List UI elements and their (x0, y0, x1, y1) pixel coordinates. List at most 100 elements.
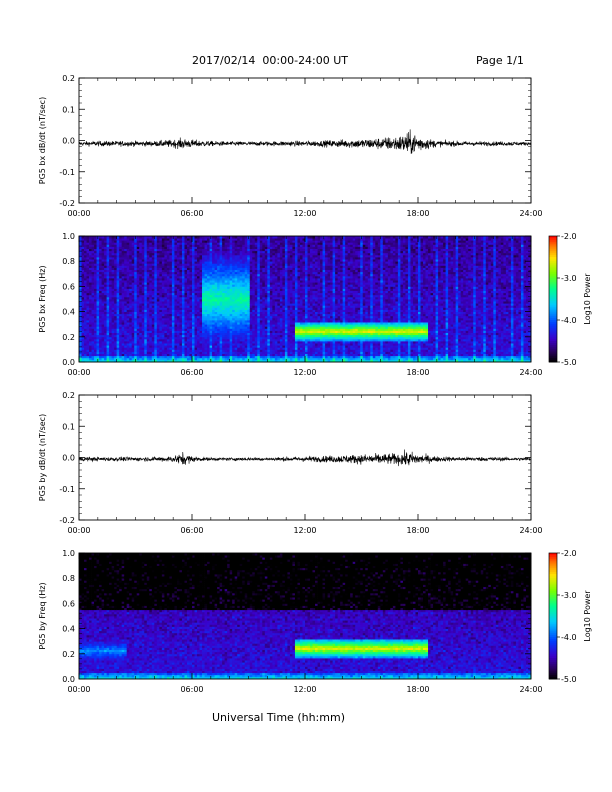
colorbar-cell (549, 622, 557, 625)
x-tick-label: 12:00 (293, 368, 316, 377)
colorbar-cell (549, 240, 557, 243)
colorbar-cell (549, 590, 557, 594)
colorbar-cell (549, 569, 557, 573)
colorbar-cell (549, 655, 557, 659)
colorbar-cell (549, 271, 557, 275)
y-tick-label: 0.0 (62, 454, 75, 463)
colorbar-cell (549, 353, 557, 357)
page-number: Page 1/1 (476, 54, 524, 67)
colorbar-cell (549, 601, 557, 604)
y-tick-label: 1.0 (62, 549, 75, 558)
colorbar-cell (549, 301, 557, 304)
colorbar-cell (549, 599, 557, 602)
colorbar-cell (549, 275, 557, 279)
colorbar-cell (549, 263, 557, 266)
colorbar-cell (549, 250, 557, 254)
y-tick-label: -0.2 (59, 199, 75, 208)
colorbar-cell (549, 603, 557, 606)
colorbar-cell (549, 351, 557, 355)
colorbar-tick-label: -3.0 (561, 591, 577, 600)
colorbar-tick-label: -4.0 (561, 316, 577, 325)
plot-frame (78, 77, 532, 204)
colorbar-cell (549, 334, 557, 338)
colorbar-cell (549, 357, 557, 361)
colorbar-cell (549, 578, 557, 581)
x-tick-label: 00:00 (67, 368, 90, 377)
colorbar-cell (549, 559, 557, 562)
colorbar-cell (549, 296, 557, 300)
x-tick-label: 24:00 (519, 685, 542, 694)
x-axis-title: Universal Time (hh:mm) (212, 711, 345, 724)
colorbar-cell (549, 574, 557, 577)
y-tick-label: 0.0 (62, 137, 75, 146)
colorbar-label: Log10 Power (583, 273, 592, 325)
colorbar-cell (549, 626, 557, 630)
colorbar-cell (549, 620, 557, 623)
colorbar-cell (549, 278, 557, 281)
colorbar-cell (549, 254, 557, 258)
spectrogram-panel: -2.0 -3.0 -4.0 -5.0 Log10 Power 00:00 06:00 12:… (38, 232, 592, 377)
colorbar-cell (549, 588, 557, 592)
y-tick-label: 0.0 (62, 358, 75, 367)
x-tick-label: 24:00 (519, 526, 542, 535)
colorbar-cell (549, 330, 557, 334)
x-tick-label: 06:00 (180, 209, 203, 218)
y-axis-label: PG5 by dB/dt (nT/sec) (38, 414, 47, 501)
colorbar-cell (549, 630, 557, 634)
signal-trace (78, 449, 532, 467)
colorbar-cell (549, 662, 557, 665)
colorbar-cell (549, 343, 557, 346)
colorbar-cell (549, 676, 557, 680)
colorbar-cell (549, 261, 557, 264)
colorbar-cell (549, 282, 557, 285)
colorbar-cell (549, 553, 557, 556)
colorbar-cell (549, 267, 557, 271)
colorbar-cell (549, 349, 557, 352)
spectrogram-cells (79, 236, 532, 363)
colorbar-cell (549, 611, 557, 615)
colorbar-cell (549, 341, 557, 344)
colorbar-cell (549, 576, 557, 579)
colorbar-cell (549, 347, 557, 350)
y-tick-label: 1.0 (62, 232, 75, 241)
y-tick-label: 0.1 (62, 105, 75, 114)
colorbar-cell (549, 336, 557, 340)
colorbar-cell (549, 582, 557, 585)
y-tick-label: 0.8 (62, 574, 75, 583)
colorbar-tick-label: -3.0 (561, 274, 577, 283)
x-tick-label: 24:00 (519, 368, 542, 377)
plot-frame (78, 394, 532, 521)
spectrogram-cells (79, 553, 532, 680)
colorbar-cell (549, 561, 557, 564)
y-tick-label: 0.6 (62, 599, 75, 608)
colorbar-cell (549, 613, 557, 617)
colorbar-cell (549, 632, 557, 636)
colorbar-cell (549, 286, 557, 289)
colorbar-cell (549, 641, 557, 644)
colorbar-cell (549, 634, 557, 638)
colorbar-cell (549, 309, 557, 313)
y-axis-label: PG5 bx dB/dt (nT/sec) (38, 97, 47, 184)
colorbar-cell (549, 639, 557, 642)
y-tick-label: 0.4 (62, 308, 75, 317)
colorbar-cell (549, 324, 557, 327)
colorbar-cell (549, 317, 557, 321)
colorbar-cell (549, 567, 557, 571)
colorbar-cell (549, 345, 557, 348)
colorbar-cell (549, 311, 557, 315)
y-tick-label: 0.2 (62, 333, 75, 342)
colorbar-cell (549, 280, 557, 283)
x-tick-label: 18:00 (406, 685, 429, 694)
colorbar-cell (549, 313, 557, 317)
colorbar-cell (549, 246, 557, 250)
x-tick-label: 18:00 (406, 209, 429, 218)
waveform-panel: 00:00 06:00 12:00 18:00 24:00 -0.2 -0.1 0.0 0.1 0… (38, 74, 543, 218)
colorbar: -2.0 -3.0 -4.0 -5.0 Log10 Power (548, 549, 592, 684)
colorbar-cell (549, 292, 557, 296)
y-tick-label: -0.2 (59, 516, 75, 525)
y-tick-label: 0.4 (62, 625, 75, 634)
colorbar-frame (548, 235, 558, 363)
colorbar-cell (549, 668, 557, 672)
